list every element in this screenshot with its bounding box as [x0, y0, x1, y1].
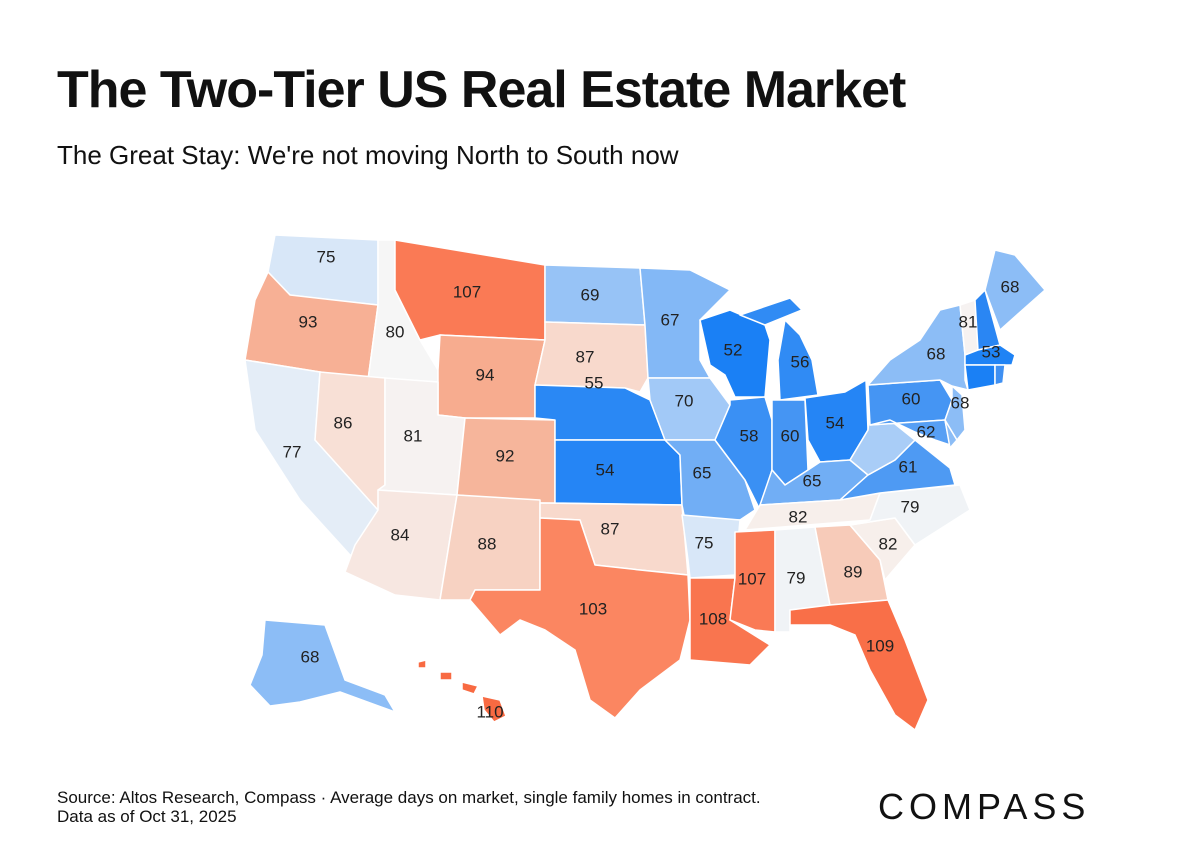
state-tx [469, 517, 691, 719]
state-value-ut: 81 [404, 426, 423, 445]
state-ri [994, 364, 1006, 386]
state-value-ia: 70 [675, 391, 694, 410]
state-value-pa: 60 [902, 389, 921, 408]
state-fl [789, 599, 929, 731]
state-ct [964, 364, 996, 391]
state-hi [417, 659, 507, 723]
compass-logo: COMPASS [878, 786, 1091, 827]
state-value-nv: 86 [334, 413, 353, 432]
state-value-nm: 88 [478, 534, 497, 553]
state-value-or: 93 [299, 312, 318, 331]
state-value-sd: 87 [576, 347, 595, 366]
state-wv [849, 409, 916, 476]
state-value-wa: 75 [317, 247, 336, 266]
state-value-il: 58 [740, 426, 759, 445]
state-value-nd: 69 [581, 285, 600, 304]
state-value-mi: 56 [791, 352, 810, 371]
state-ar [681, 514, 741, 579]
state-value-vt: 81 [959, 312, 978, 331]
state-value-wi: 52 [724, 340, 743, 359]
state-value-ak: 68 [301, 647, 320, 666]
state-ks [554, 439, 683, 506]
state-mi [739, 297, 819, 401]
state-value-md: 62 [917, 422, 936, 441]
state-value-ky: 65 [803, 471, 822, 490]
state-value-ne: 55 [585, 373, 604, 392]
state-value-nj: 68 [951, 393, 970, 412]
state-value-mt: 107 [453, 282, 481, 301]
state-ak [249, 619, 396, 713]
state-me [984, 249, 1046, 331]
state-value-al: 79 [787, 568, 806, 587]
state-value-nc: 79 [901, 497, 920, 516]
state-mn [639, 267, 731, 379]
source-text: Source: Altos Research, Compass · Averag… [57, 788, 761, 807]
state-value-id: 80 [386, 322, 405, 341]
state-value-az: 84 [391, 525, 410, 544]
state-value-tn: 82 [789, 507, 808, 526]
page-subtitle: The Great Stay: We're not moving North t… [57, 140, 679, 170]
state-value-ma: 53 [982, 342, 1001, 361]
state-value-wy: 94 [476, 365, 495, 384]
state-value-in: 60 [781, 426, 800, 445]
state-value-va: 61 [899, 457, 918, 476]
state-value-fl: 109 [866, 636, 894, 655]
state-value-ok: 87 [601, 519, 620, 538]
data-date: Data as of Oct 31, 2025 [57, 807, 237, 826]
state-value-la: 108 [699, 609, 727, 628]
state-value-ar: 75 [695, 533, 714, 552]
state-value-oh: 54 [826, 413, 845, 432]
state-value-ms: 107 [738, 569, 766, 588]
state-ga [814, 524, 889, 606]
state-value-co: 92 [496, 446, 515, 465]
state-ne [534, 384, 666, 441]
state-value-ks: 54 [596, 460, 615, 479]
source-note: Source: Altos Research, Compass · Averag… [57, 788, 761, 826]
state-value-sc: 82 [879, 534, 898, 553]
state-ny [867, 304, 969, 391]
state-value-hi: 110 [476, 702, 503, 721]
state-value-mn: 67 [661, 310, 680, 329]
state-value-ny: 68 [927, 344, 946, 363]
state-value-ga: 89 [844, 562, 863, 581]
state-value-ca: 77 [283, 442, 302, 461]
state-value-mo: 65 [693, 463, 712, 482]
state-value-tx: 103 [579, 599, 607, 618]
state-value-me: 68 [1001, 277, 1020, 296]
page-title: The Two-Tier US Real Estate Market [57, 61, 906, 119]
state-nj [944, 385, 966, 441]
